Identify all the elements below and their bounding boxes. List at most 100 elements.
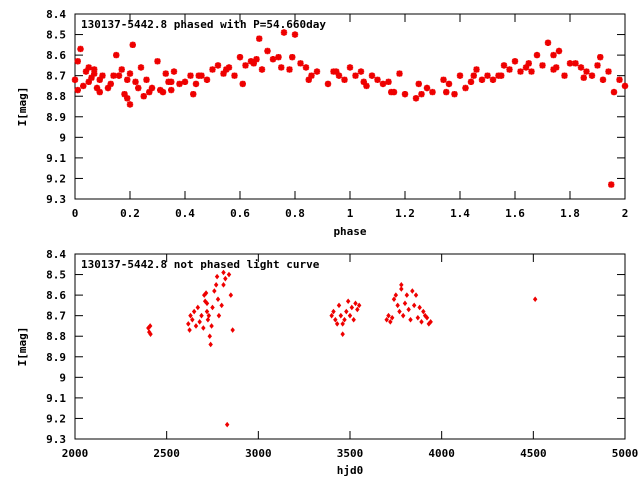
chart-1-y-tick-label: 8.5 <box>46 29 66 42</box>
data-point <box>126 101 134 108</box>
data-point <box>147 323 153 329</box>
data-point <box>107 80 114 88</box>
data-point <box>384 316 389 323</box>
chart-2-y-tick-label: 8.9 <box>46 351 66 364</box>
chart-2-x-axis-label: hjd0 <box>337 464 364 477</box>
data-point <box>419 319 424 325</box>
data-point <box>388 88 395 96</box>
data-point <box>588 72 596 79</box>
data-point <box>408 316 413 323</box>
data-point <box>385 78 392 86</box>
data-point <box>313 68 321 75</box>
data-point <box>525 60 532 67</box>
data-point <box>342 316 347 323</box>
data-point <box>610 88 618 96</box>
data-point <box>181 78 189 86</box>
chart-2-x-tick-label: 2000 <box>62 447 89 460</box>
data-point <box>360 78 367 86</box>
data-point <box>137 64 145 71</box>
data-point <box>324 80 332 88</box>
data-point <box>99 72 106 79</box>
data-point <box>388 319 393 325</box>
chart-1-plot-frame <box>74 13 626 200</box>
chart-1-x-tick-label: 2 <box>622 207 629 220</box>
data-point <box>528 68 535 75</box>
data-point <box>110 72 117 79</box>
data-point <box>406 306 411 313</box>
data-point <box>205 316 211 323</box>
data-point <box>247 58 255 65</box>
data-point <box>224 421 230 428</box>
data-point <box>74 58 81 65</box>
data-point <box>225 64 233 71</box>
chart-2-x-tick-label: 5000 <box>612 447 639 460</box>
data-point <box>214 62 222 69</box>
data-point <box>226 271 232 278</box>
data-point <box>291 31 299 38</box>
chart-1-y-tick-label: 9.3 <box>46 193 66 206</box>
data-point <box>393 292 399 298</box>
data-point <box>201 325 206 331</box>
chart-2-y-tick-label: 8.8 <box>46 330 66 343</box>
data-point <box>532 296 538 303</box>
data-point <box>391 296 397 303</box>
data-point <box>157 86 164 94</box>
data-point <box>132 78 139 86</box>
data-point <box>190 90 197 98</box>
data-point <box>357 68 365 75</box>
chart-2-x-tick-label: 3000 <box>245 447 272 460</box>
data-point <box>440 76 447 83</box>
data-point <box>207 333 212 340</box>
chart-1-points <box>71 29 629 188</box>
data-point <box>96 76 103 83</box>
chart-2-plot-frame <box>74 253 626 440</box>
data-point <box>594 62 601 69</box>
data-point <box>517 68 524 75</box>
data-point <box>223 275 228 282</box>
data-point <box>88 74 95 81</box>
data-point <box>256 35 263 42</box>
data-point <box>356 302 362 309</box>
data-point <box>220 70 227 77</box>
data-point <box>203 76 211 83</box>
chart-2-y-tick-label: 9 <box>59 371 66 384</box>
data-point <box>415 80 422 88</box>
data-point <box>269 56 277 63</box>
data-point <box>616 76 623 83</box>
data-point <box>608 181 615 188</box>
data-point <box>396 70 403 77</box>
chart-1-y-tick-label: 8.4 <box>46 8 66 21</box>
chart-2-y-tick-label: 8.4 <box>46 248 66 261</box>
data-point <box>146 88 153 96</box>
data-point <box>85 78 92 86</box>
data-point <box>583 68 590 75</box>
data-point <box>213 282 219 288</box>
data-point <box>353 300 358 307</box>
data-point <box>451 90 458 98</box>
data-point <box>170 68 178 75</box>
data-point <box>113 51 120 59</box>
chart-1-x-tick-label: 1.8 <box>560 207 580 220</box>
data-point <box>96 88 103 96</box>
data-point <box>368 72 376 79</box>
data-point <box>208 341 213 348</box>
chart-1-x-tick-label: 0.8 <box>285 207 305 220</box>
data-point <box>278 64 285 71</box>
data-point <box>214 273 220 280</box>
chart-2-y-tick-label: 8.7 <box>46 310 66 323</box>
data-point <box>190 316 195 323</box>
data-point <box>489 76 497 83</box>
data-point <box>418 90 425 98</box>
data-point <box>349 304 355 311</box>
chart-2-x-tick-label: 2500 <box>153 447 180 460</box>
data-point <box>413 292 419 298</box>
data-point <box>193 323 199 329</box>
data-point <box>352 72 359 79</box>
data-point <box>621 82 629 90</box>
chart-1-x-tick-label: 1.2 <box>395 207 415 220</box>
data-point <box>195 304 201 311</box>
chart-2-y-tick-label: 8.6 <box>46 289 66 302</box>
data-point <box>192 80 200 88</box>
